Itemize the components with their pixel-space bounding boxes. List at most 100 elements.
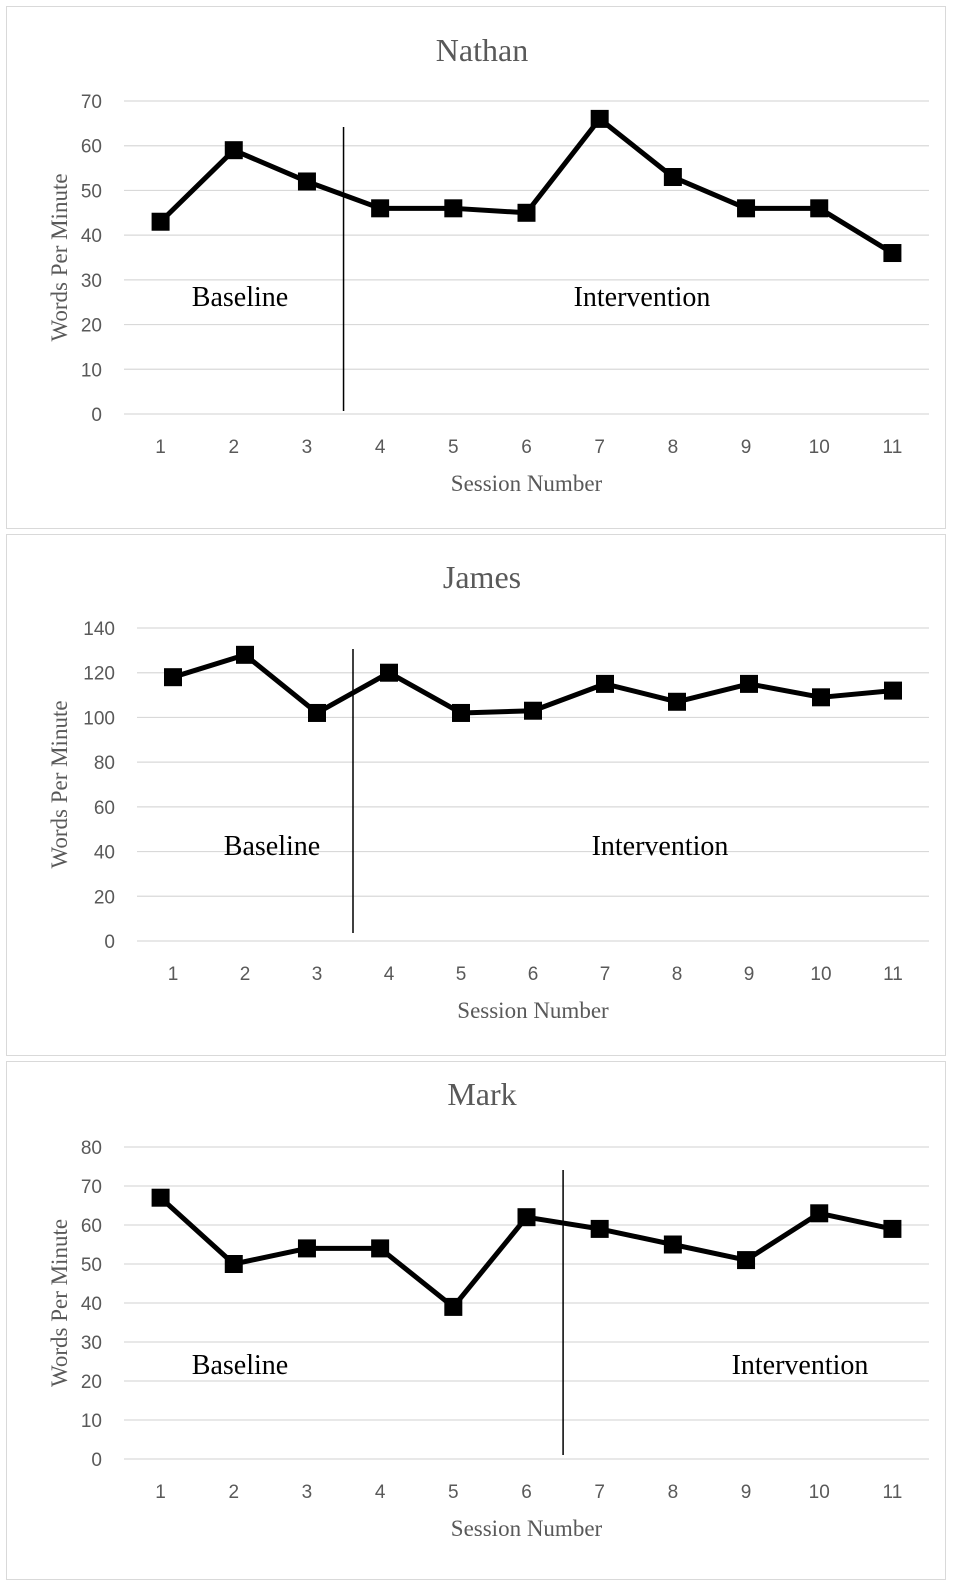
y-tick-label: 10	[81, 360, 102, 381]
y-tick-label: 120	[83, 664, 115, 685]
y-axis-title: Words Per Minute	[47, 700, 72, 868]
x-tick-label: 2	[240, 964, 251, 985]
data-point-marker	[517, 203, 536, 222]
x-axis-title: Session Number	[457, 998, 609, 1023]
data-point-marker	[740, 674, 758, 693]
x-tick-label: 3	[302, 437, 313, 458]
x-tick-label: 4	[384, 964, 395, 985]
data-point-marker	[883, 244, 902, 263]
x-tick-label: 1	[155, 1482, 166, 1503]
x-tick-label: 7	[594, 1482, 605, 1503]
data-point-marker	[884, 681, 902, 700]
x-tick-label: 3	[302, 1482, 313, 1503]
data-point-marker	[590, 1219, 609, 1238]
data-point-marker	[517, 1208, 536, 1227]
data-point-marker	[812, 688, 830, 707]
x-tick-label: 7	[600, 964, 611, 985]
data-point-marker	[810, 199, 829, 218]
y-tick-label: 80	[94, 753, 115, 774]
x-tick-label: 7	[594, 437, 605, 458]
y-tick-label: 60	[81, 1216, 102, 1237]
x-tick-label: 6	[521, 437, 532, 458]
x-tick-label: 6	[521, 1482, 532, 1503]
x-tick-label: 8	[668, 1482, 679, 1503]
y-tick-label: 20	[81, 316, 102, 337]
x-tick-label: 3	[312, 964, 323, 985]
x-tick-label: 5	[448, 437, 459, 458]
data-point-marker	[308, 703, 326, 722]
x-tick-label: 2	[228, 437, 239, 458]
data-point-marker	[444, 199, 463, 218]
data-point-marker	[663, 168, 682, 187]
intervention-label: Intervention	[732, 1350, 869, 1381]
x-tick-label: 8	[668, 437, 679, 458]
chart-title: James	[443, 559, 521, 595]
x-tick-label: 11	[883, 437, 903, 458]
x-tick-label: 10	[809, 437, 830, 458]
baseline-label: Baseline	[192, 282, 288, 313]
data-point-marker	[452, 703, 470, 722]
data-point-marker	[164, 668, 182, 687]
intervention-label: Intervention	[592, 831, 729, 862]
baseline-label: Baseline	[192, 1350, 288, 1381]
y-tick-label: 40	[81, 1294, 102, 1315]
chart-james: 0 20 40 60 80 100 120 140 1 2 3 4 5 6 7 8 9 10 11 James Sess…	[47, 559, 929, 1023]
data-point-marker	[737, 199, 756, 218]
y-tick-label: 0	[104, 932, 115, 953]
x-tick-label: 8	[672, 964, 683, 985]
y-tick-label: 20	[94, 887, 115, 908]
y-tick-label: 50	[81, 1255, 102, 1276]
y-tick-label: 0	[91, 1450, 102, 1471]
baseline-label: Baseline	[224, 831, 320, 862]
chart-mark: 0 10 20 30 40 50 60 70 80 1 2 3 4 5 6 7 8 9 10 11 Mark Sessio…	[47, 1076, 929, 1541]
data-point-marker	[151, 1188, 170, 1207]
x-tick-label: 2	[228, 1482, 239, 1503]
y-tick-label: 40	[94, 843, 115, 864]
y-tick-label: 30	[81, 271, 102, 292]
data-point-marker	[151, 212, 170, 231]
x-tick-label: 4	[375, 437, 386, 458]
y-tick-label: 140	[83, 619, 115, 640]
data-point-marker	[883, 1219, 902, 1238]
data-point-marker	[297, 1239, 316, 1258]
x-tick-label: 9	[744, 964, 755, 985]
y-tick-label: 60	[81, 137, 102, 158]
y-tick-label: 20	[81, 1372, 102, 1393]
x-tick-label: 1	[155, 437, 166, 458]
chart-panel-james: 0 20 40 60 80 100 120 140 1 2 3 4 5 6 7 8 9 10 11 James Sess…	[6, 534, 946, 1056]
chart-title: Nathan	[436, 32, 528, 68]
data-point-marker	[380, 663, 398, 682]
x-tick-label: 11	[883, 964, 903, 985]
data-point-marker	[596, 674, 614, 693]
y-axis-title: Words Per Minute	[47, 1219, 72, 1387]
data-point-marker	[444, 1297, 463, 1316]
y-axis-title: Words Per Minute	[47, 173, 72, 341]
data-point-marker	[663, 1235, 682, 1254]
x-tick-label: 10	[809, 1482, 830, 1503]
x-tick-label: 11	[883, 1482, 903, 1503]
y-tick-label: 80	[81, 1138, 102, 1159]
y-tick-label: 100	[83, 708, 115, 729]
x-tick-label: 5	[456, 964, 467, 985]
x-tick-label: 5	[448, 1482, 459, 1503]
x-tick-label: 9	[741, 1482, 752, 1503]
y-tick-label: 70	[81, 92, 102, 113]
data-point-marker	[371, 199, 390, 218]
data-point-marker	[810, 1204, 829, 1223]
x-tick-label: 10	[810, 964, 831, 985]
chart-panel-nathan: 0 10 20 30 40 50 60 70 1 2 3 4 5 6 7 8 9 10 11 Nathan Sessio…	[6, 6, 946, 529]
data-point-marker	[224, 141, 243, 160]
data-point-marker	[224, 1255, 243, 1273]
chart-title: Mark	[447, 1076, 516, 1112]
data-point-marker	[524, 701, 542, 720]
x-axis-title: Session Number	[451, 1516, 603, 1541]
x-tick-label: 6	[528, 964, 539, 985]
x-tick-label: 9	[741, 437, 752, 458]
data-point-marker	[668, 692, 686, 711]
y-tick-label: 60	[94, 798, 115, 819]
chart-panel-mark: 0 10 20 30 40 50 60 70 80 1 2 3 4 5 6 7 8 9 10 11 Mark Sessio…	[6, 1061, 946, 1580]
data-point-marker	[297, 172, 316, 191]
y-tick-label: 70	[81, 1177, 102, 1198]
data-point-marker	[236, 645, 254, 664]
data-point-marker	[371, 1239, 390, 1258]
